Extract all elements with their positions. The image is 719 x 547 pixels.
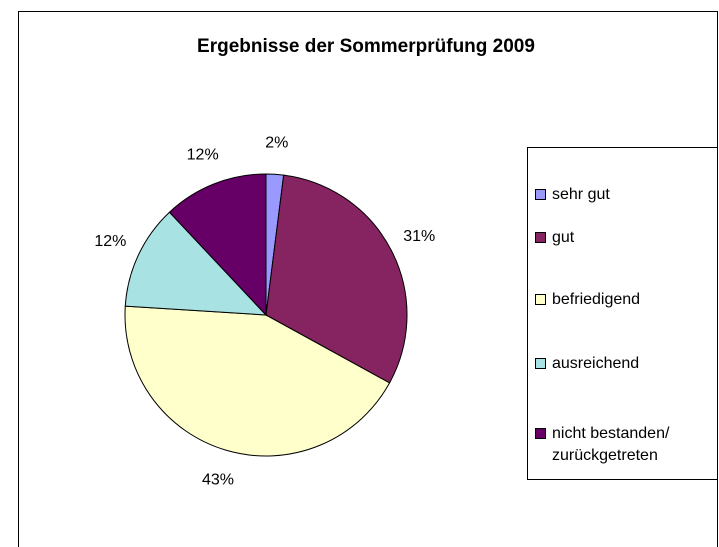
- legend-label: gut: [552, 229, 575, 246]
- legend-swatch: [535, 428, 546, 439]
- chart-title: Ergebnisse der Sommerprüfung 2009: [197, 36, 535, 57]
- data-label: 43%: [202, 471, 234, 488]
- legend-swatch: [535, 294, 546, 305]
- legend-swatch: [535, 232, 546, 243]
- pie-slice: [124, 305, 391, 457]
- legend-swatch: [535, 358, 546, 369]
- legend-label: nicht bestanden/ zurückgetreten: [552, 425, 670, 464]
- pie-slice: [168, 173, 267, 317]
- data-label: 31%: [403, 228, 435, 245]
- data-label: 12%: [187, 146, 219, 163]
- legend-label: ausreichend: [552, 355, 640, 372]
- legend-swatch: [535, 189, 546, 200]
- pie-slice: [265, 174, 408, 384]
- data-label: 2%: [265, 135, 288, 152]
- legend-label: befriedigend: [552, 291, 641, 308]
- pie-slice: [124, 211, 268, 316]
- legend-box: [527, 147, 718, 480]
- legend-label: sehr gut: [552, 186, 610, 203]
- data-label: 12%: [94, 233, 126, 250]
